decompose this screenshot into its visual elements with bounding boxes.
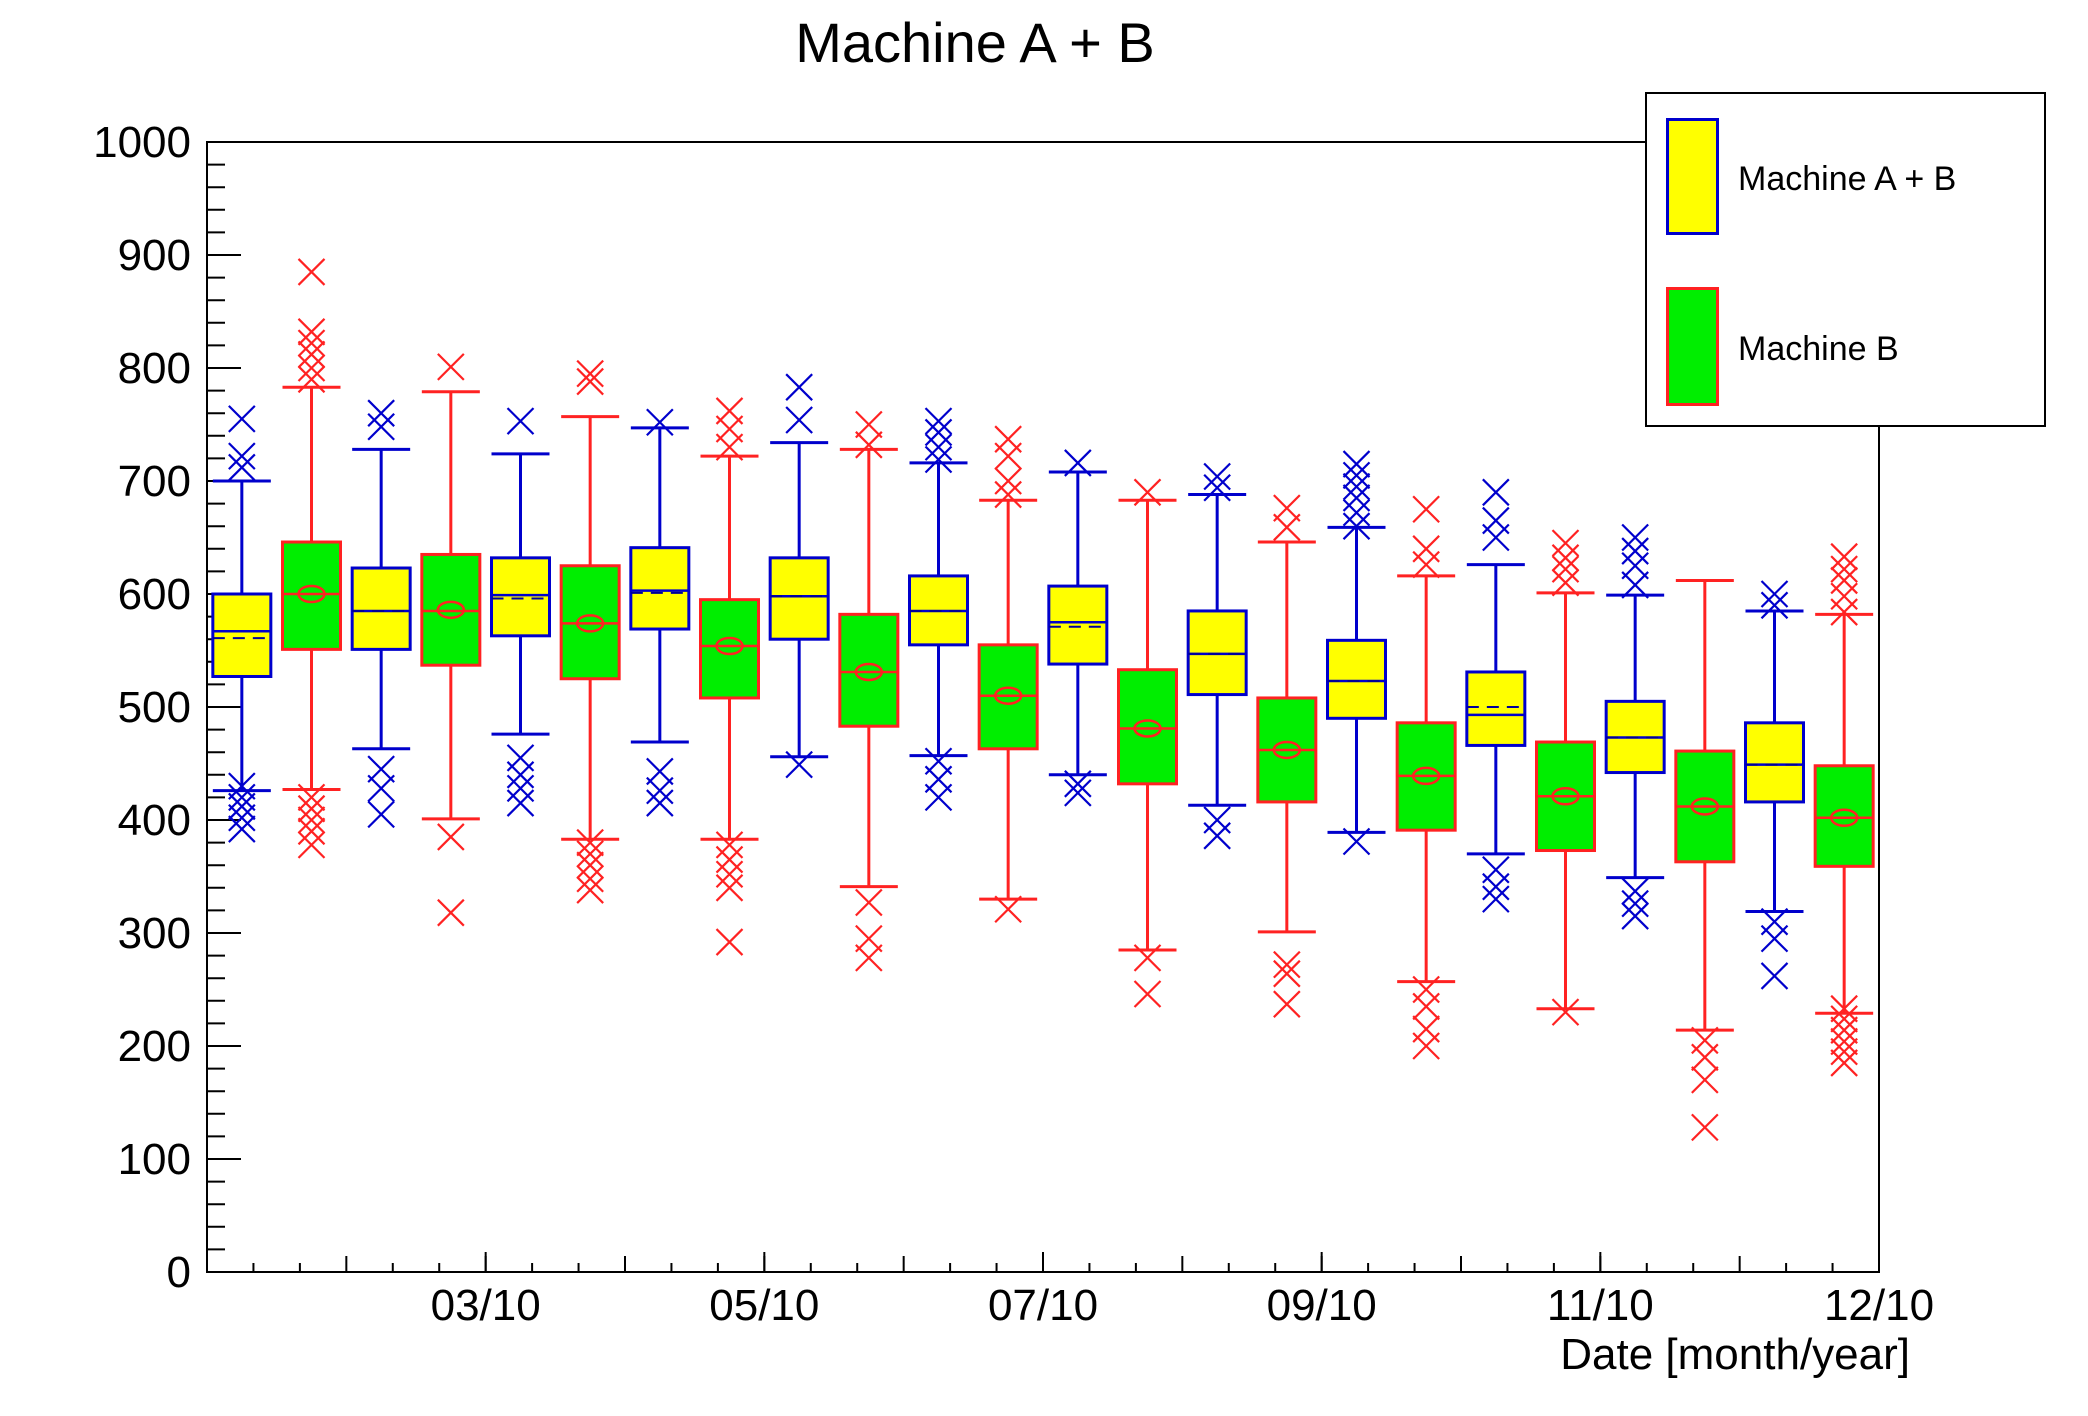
mean-circle: [575, 614, 605, 633]
candle-s0-02-10: [350, 399, 412, 829]
legend-label-machine-b: Machine B: [1738, 330, 1899, 368]
legend-swatch-machine-b: [1666, 287, 1719, 406]
box: [768, 556, 830, 641]
candle-s1-04-10: [699, 397, 760, 956]
series-machine-a-b: [211, 373, 1805, 990]
x-tick-label-11-10: 11/10: [1547, 1281, 1654, 1330]
y-tick-label-800: 800: [118, 344, 191, 393]
candle-s1-06-10: [977, 425, 1039, 924]
mean-circle: [1829, 808, 1859, 827]
candle-s1-11-10: [1674, 578, 1736, 1142]
box: [699, 598, 760, 700]
box: [1744, 721, 1805, 804]
legend-swatch-machine-a-b: [1666, 118, 1719, 235]
candle-s0-10-10: [1465, 478, 1527, 913]
y-axis: 0 100 200 300 400 500 600 700 800 900 1000: [93, 118, 241, 1297]
x-axis: 03/10 05/10 07/10 09/10 11/10 12/10: [206, 1252, 1934, 1330]
x-tick-label-03-10: 03/10: [431, 1281, 541, 1330]
candle-s0-07-10: [1047, 449, 1109, 807]
candle-s1-05-10: [838, 410, 900, 972]
series-machine-b: [281, 258, 1875, 1142]
mean-circle: [715, 636, 744, 656]
candle-s0-11-10: [1604, 523, 1666, 930]
x-axis-title: Date [month/year]: [1560, 1330, 1910, 1379]
x-tick-label-07-10: 07/10: [988, 1281, 1098, 1330]
mean-circle: [1551, 787, 1580, 806]
box: [1326, 638, 1387, 720]
mean-circle: [1690, 797, 1720, 816]
y-tick-label-1000: 1000: [93, 118, 191, 167]
y-tick-label-200: 200: [118, 1022, 191, 1071]
box: [1047, 584, 1109, 666]
y-tick-label-400: 400: [118, 796, 191, 845]
mean-circle: [297, 584, 326, 604]
candle-s1-09-10: [1395, 495, 1457, 1060]
box: [1465, 670, 1527, 747]
candle-s1-01-10: [281, 258, 342, 859]
candle-s1-07-10: [1117, 478, 1178, 1008]
mean-circle: [993, 686, 1023, 705]
y-tick-label-600: 600: [118, 570, 191, 619]
legend-box: Machine A + B Machine B: [1645, 92, 2046, 427]
candle-s1-10-10: [1535, 529, 1596, 1026]
candle-s1-03-10: [559, 359, 621, 904]
candle-s0-09-10: [1326, 450, 1387, 856]
candle-s0-12-10: [1744, 580, 1805, 990]
candle-s1-12-10: [1813, 542, 1875, 1077]
y-tick-label-700: 700: [118, 457, 191, 506]
box: [629, 546, 691, 631]
candle-s1-08-10: [1256, 494, 1318, 1018]
legend-label-machine-a-b: Machine A + B: [1738, 160, 1957, 198]
candle-s1-02-10: [420, 353, 482, 927]
x-tick-label-12-10: 12/10: [1824, 1281, 1934, 1330]
y-tick-label-100: 100: [118, 1135, 191, 1184]
mean-circle: [854, 662, 884, 682]
x-tick-label-09-10: 09/10: [1267, 1281, 1377, 1330]
box: [1117, 668, 1178, 786]
box: [1813, 764, 1875, 868]
candle-s0-01-10: [211, 405, 273, 843]
mean-circle: [1272, 740, 1302, 760]
chart-title: Machine A + B: [795, 11, 1155, 74]
y-tick-label-500: 500: [118, 683, 191, 732]
candle-s0-08-10: [1186, 462, 1248, 850]
candle-s0-04-10: [629, 408, 691, 817]
box: [211, 592, 273, 678]
candle-s0-05-10: [768, 373, 830, 779]
box: [281, 540, 342, 651]
mean-circle: [1411, 766, 1441, 786]
candle-s0-06-10: [908, 407, 969, 812]
box: [838, 612, 900, 728]
candle-s0-03-10: [490, 407, 551, 817]
mean-circle: [1133, 719, 1162, 738]
box: [350, 566, 412, 651]
x-tick-label-05-10: 05/10: [709, 1281, 819, 1330]
mean-circle: [436, 600, 466, 620]
y-tick-label-0: 0: [167, 1248, 191, 1297]
y-tick-label-300: 300: [118, 909, 191, 958]
y-tick-label-900: 900: [118, 231, 191, 280]
box: [490, 556, 551, 638]
